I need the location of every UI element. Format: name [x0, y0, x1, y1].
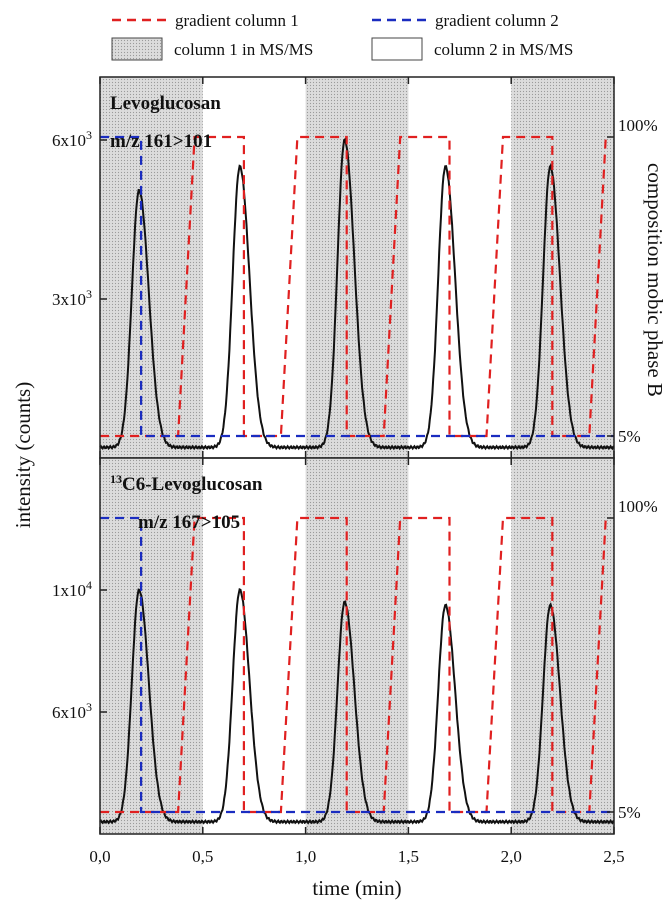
panel-label-top: Levoglucosan — [110, 93, 221, 114]
shaded-interval-bottom-0 — [100, 458, 203, 834]
panel-label-bottom: 13C6-Levoglucosan — [110, 472, 263, 495]
x-tick-label-0: 0,0 — [89, 847, 110, 866]
legend-label-column-1: column 1 in MS/MS — [174, 40, 313, 59]
x-tick-label-1: 0,5 — [192, 847, 213, 866]
plot-area: 3x103 6x103 5% 100% Levoglucosan m/z 161>101 6… — [52, 76, 658, 866]
legend: gradient column 1 gradient column 2 colu… — [111, 11, 573, 61]
x-axis-title: time (min) — [312, 876, 401, 900]
legend-swatch-column-1 — [111, 37, 163, 61]
legend-label-gradient-2: gradient column 2 — [435, 11, 559, 30]
shaded-interval-top-1 — [305, 77, 409, 458]
y2-tick-label-bottom-1: 100% — [618, 497, 658, 516]
legend-label-column-2: column 2 in MS/MS — [434, 40, 573, 59]
y-tick-label-bottom-1: 1x104 — [52, 578, 92, 600]
gradient-column-2-line-bottom — [100, 516, 614, 814]
panel-frame-bottom — [99, 457, 615, 835]
gradient-column-2-line-top — [100, 135, 614, 438]
y-tick-label-bottom-0: 6x103 — [52, 700, 92, 722]
y-tick-label-top-0: 3x103 — [52, 287, 92, 309]
y2-axis-title: composition mobic phase B — [643, 163, 664, 397]
y2-tick-label-top-1: 100% — [618, 116, 658, 135]
y-tick-label-top-1: 6x103 — [52, 128, 92, 150]
shaded-interval-top-2 — [511, 77, 614, 458]
x-tick-label-2: 1,0 — [295, 847, 316, 866]
shaded-interval-bottom-1 — [305, 458, 409, 834]
x-tick-label-5: 2,5 — [603, 847, 624, 866]
y-axis-title: intensity (counts) — [11, 382, 35, 528]
y2-tick-label-top-0: 5% — [618, 427, 641, 446]
transition-label-top: m/z 161>101 — [110, 131, 212, 152]
intensity-trace-top — [99, 137, 615, 451]
y2-tick-label-bottom-0: 5% — [618, 803, 641, 822]
legend-swatch-column-2 — [371, 37, 423, 61]
shaded-interval-bottom-2 — [511, 458, 614, 834]
x-tick-label-3: 1,5 — [398, 847, 419, 866]
intensity-trace-bottom — [99, 587, 615, 825]
shaded-interval-top-0 — [100, 77, 203, 458]
transition-label-bottom: m/z 167>105 — [138, 512, 240, 533]
gradient-column-1-line-top — [100, 135, 607, 438]
x-tick-label-4: 2,0 — [501, 847, 522, 866]
legend-label-gradient-1: gradient column 1 — [175, 11, 299, 30]
